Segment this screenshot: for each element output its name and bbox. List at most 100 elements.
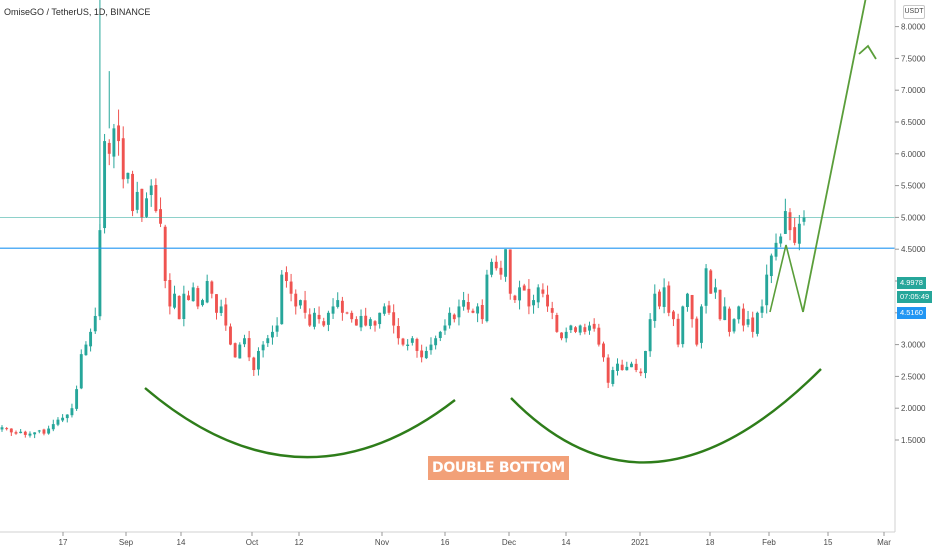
candle-body — [592, 323, 596, 329]
candle-body — [644, 350, 647, 374]
candle-body — [145, 198, 148, 217]
left-bottom-arc — [144, 387, 456, 459]
candle-body — [56, 419, 60, 425]
currency-button[interactable]: USDT — [903, 5, 925, 19]
candle-body — [93, 315, 97, 332]
candle-body — [140, 188, 144, 218]
candle-body — [560, 332, 563, 339]
candle-body — [168, 279, 172, 307]
candle-body — [746, 319, 750, 325]
candle-body — [215, 294, 218, 313]
bar-countdown-badge: 07:05:49 — [897, 291, 932, 303]
candle-body — [51, 424, 55, 430]
candle-body — [79, 354, 83, 389]
candle-body — [247, 338, 251, 358]
candle-body — [424, 350, 428, 359]
candle-body — [33, 432, 37, 435]
candle-body — [648, 319, 652, 352]
candle-body — [163, 226, 167, 281]
candle-body — [448, 312, 452, 326]
candle-body — [107, 142, 111, 154]
candle-body — [508, 249, 512, 294]
candle-body — [532, 300, 536, 306]
candle-body — [238, 344, 242, 359]
candle-body — [662, 287, 666, 307]
candle-body — [280, 274, 284, 325]
price-tick-label: 5.0000 — [901, 213, 926, 222]
candle-body — [364, 315, 368, 326]
candle-body — [434, 338, 438, 346]
candle-body — [294, 293, 298, 307]
candle-body — [667, 285, 671, 313]
pennant-pattern — [769, 244, 804, 313]
candle-body — [574, 327, 577, 332]
candle-body — [266, 338, 270, 344]
candle-body — [620, 364, 624, 371]
symbol-title[interactable]: OmiseGO / TetherUS, 1D, BINANCE — [4, 7, 151, 17]
candle-body — [606, 357, 610, 383]
candle-body — [504, 249, 508, 277]
candle-body — [704, 268, 708, 306]
candle-body — [331, 306, 335, 314]
candle-body — [783, 211, 787, 234]
candle-body — [75, 389, 79, 409]
candle-body — [261, 344, 265, 351]
candle-body — [14, 432, 18, 434]
candle-body — [522, 285, 526, 291]
candle-body — [480, 304, 484, 320]
candle-body — [527, 288, 531, 307]
candle-body — [210, 281, 214, 294]
time-tick-label: 14 — [177, 538, 186, 547]
candle-body — [345, 312, 349, 314]
candle-body — [695, 318, 699, 345]
price-tick-label: 6.5000 — [901, 118, 926, 127]
candle-body — [23, 431, 27, 435]
candle-body — [406, 344, 410, 346]
candle-body — [47, 428, 51, 434]
candle-body — [284, 272, 288, 281]
time-tick-label: Dec — [502, 538, 516, 547]
price-tick-label: 2.0000 — [901, 404, 926, 413]
candle-body — [676, 318, 680, 345]
candle-body — [658, 291, 661, 307]
candle-body — [415, 338, 419, 351]
time-tick-label: Feb — [762, 538, 776, 547]
candle-body — [298, 300, 302, 306]
candle-body — [131, 173, 135, 212]
candle-body — [135, 191, 139, 210]
time-tick-label: Oct — [246, 538, 259, 547]
candle-body — [354, 319, 358, 326]
candle-body — [494, 261, 498, 269]
candle-body — [387, 305, 391, 313]
candle-body — [121, 138, 125, 180]
candle-body — [578, 325, 582, 333]
candle-body — [793, 227, 797, 243]
candle-body — [340, 300, 344, 313]
candle-body — [187, 295, 190, 301]
time-tick-label: 2021 — [631, 538, 649, 547]
candle-body — [70, 408, 74, 416]
candle-body — [410, 338, 414, 343]
candle-body — [597, 327, 601, 345]
candle-body — [718, 289, 722, 320]
candle-body — [518, 287, 522, 301]
candle-body — [159, 209, 162, 224]
candle-body — [182, 293, 186, 319]
candle-body — [588, 325, 591, 331]
level-price-badge: 4.5160 — [897, 307, 926, 319]
candle-body — [303, 300, 307, 313]
time-tick-label: 16 — [441, 538, 450, 547]
candle-body — [634, 363, 638, 371]
candle-body — [117, 125, 121, 142]
candle-body — [326, 312, 330, 325]
candle-body — [443, 325, 447, 331]
candle-body — [359, 315, 363, 328]
candle-body — [336, 300, 340, 307]
candle-body — [751, 317, 755, 332]
time-tick-label: 12 — [295, 538, 304, 547]
time-tick-label: 15 — [824, 538, 833, 547]
candle-body — [769, 255, 773, 277]
candle-body — [564, 331, 568, 339]
pattern-drawings — [0, 0, 895, 464]
